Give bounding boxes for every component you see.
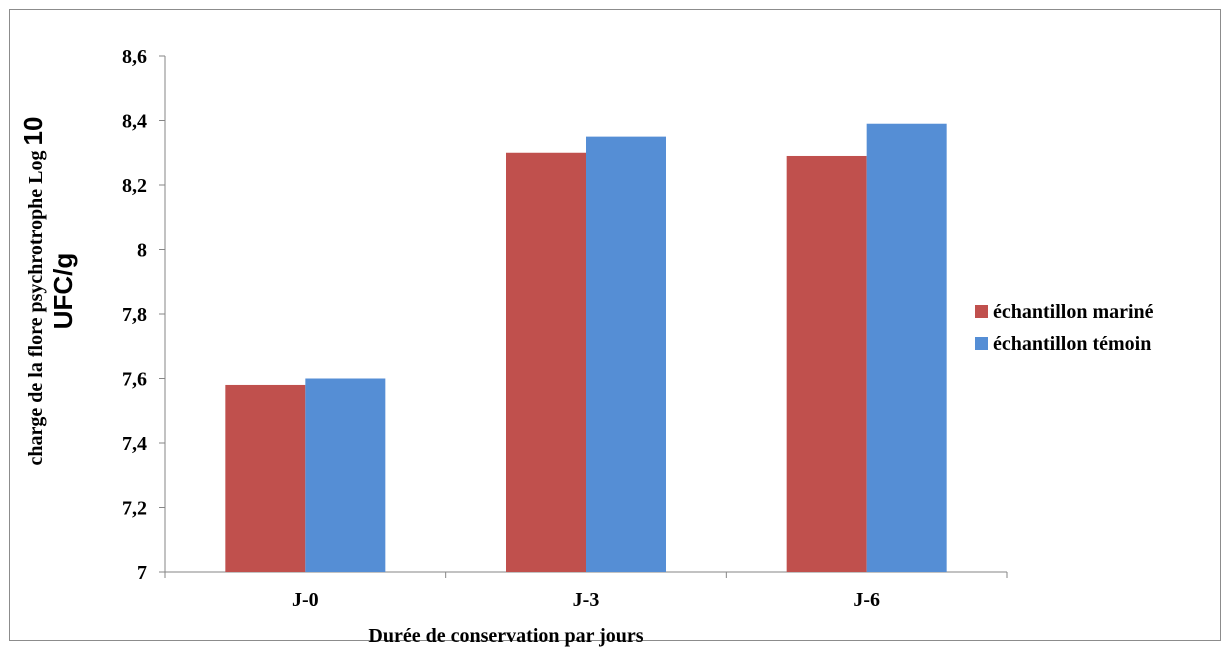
- y-tick-label: 7,2: [122, 498, 147, 520]
- y-axis-title-line1: charge de la flore psychrotrophe Log 10: [18, 117, 48, 466]
- bar: [866, 123, 947, 572]
- legend-label: échantillon témoin: [993, 333, 1151, 355]
- bar: [225, 384, 306, 572]
- y-tick-label: 7,4: [122, 433, 147, 455]
- x-category-label: J-0: [292, 589, 319, 611]
- y-tick-label: 8,2: [122, 175, 147, 197]
- legend-swatch: [975, 305, 988, 318]
- y-axis-title: charge de la flore psychrotrophe Log 10 …: [18, 117, 78, 466]
- x-category-label: J-6: [853, 589, 880, 611]
- legend: échantillon mariné échantillon témoin: [975, 301, 1154, 355]
- x-axis-title: Durée de conservation par jours: [368, 625, 643, 647]
- y-tick-label: 8: [137, 240, 147, 262]
- y-axis-title-main: charge de la flore psychrotrophe Log: [25, 145, 47, 465]
- category-labels: J-0 J-3 J-6: [292, 589, 880, 611]
- y-tick-label: 8,4: [122, 111, 147, 133]
- bar: [586, 136, 666, 572]
- legend-swatch: [975, 337, 988, 350]
- y-ticks: 7 7,2 7,4 7,6 7,8 8 8,2 8,4 8,6: [122, 46, 165, 584]
- x-ticks: [164, 572, 1008, 578]
- y-tick-label: 7: [137, 562, 147, 584]
- y-tick-label: 8,6: [122, 46, 147, 68]
- legend-label: échantillon mariné: [993, 301, 1154, 323]
- x-category-label: J-3: [573, 589, 600, 611]
- bar: [305, 378, 386, 572]
- bar: [786, 155, 867, 572]
- y-axis-title-line2: UFC/g: [48, 253, 78, 330]
- y-tick-label: 7,8: [122, 304, 147, 326]
- bars: [225, 123, 947, 572]
- y-tick-label: 7,6: [122, 369, 147, 391]
- y-axis-title-emph: 10: [18, 117, 48, 146]
- bar: [506, 152, 586, 572]
